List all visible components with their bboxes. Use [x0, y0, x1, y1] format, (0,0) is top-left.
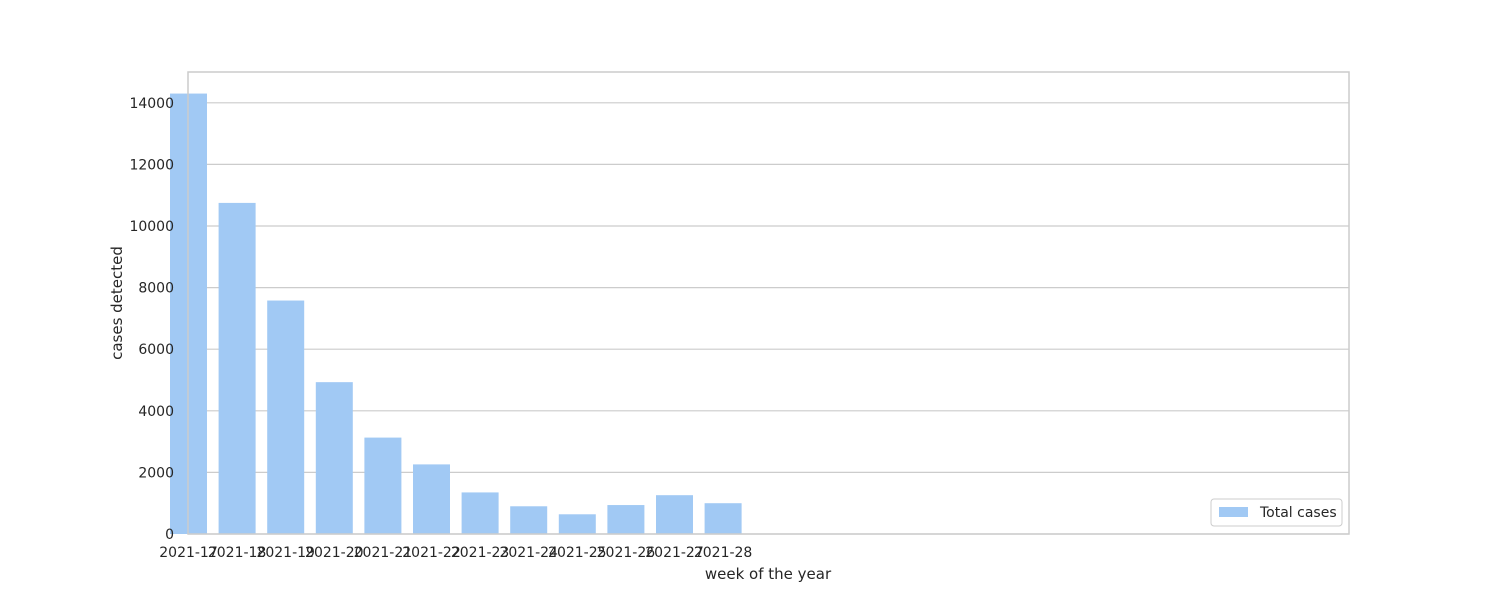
- legend: Total cases: [1210, 498, 1343, 527]
- bar: [558, 514, 596, 534]
- y-tick-label: 2000: [138, 465, 174, 481]
- x-tick-label: 2021-26: [597, 545, 656, 561]
- legend-box: [1210, 498, 1343, 527]
- x-tick-label: 2021-19: [256, 545, 315, 561]
- x-tick-label: 2021-28: [694, 545, 753, 561]
- x-axis-ticks: 2021-172021-182021-192021-202021-212021-…: [159, 545, 752, 561]
- bars: [170, 93, 742, 534]
- bar: [218, 202, 256, 534]
- x-tick-label: 2021-18: [208, 545, 267, 561]
- bar: [510, 506, 548, 534]
- bar: [704, 503, 742, 534]
- x-tick-label: 2021-22: [402, 545, 461, 561]
- x-tick-label: 2021-20: [305, 545, 364, 561]
- legend-label: Total cases: [1259, 505, 1337, 521]
- y-tick-label: 12000: [129, 157, 174, 173]
- x-tick-label: 2021-21: [354, 545, 413, 561]
- bar: [461, 492, 499, 534]
- bar: [315, 382, 353, 534]
- bar: [607, 505, 645, 534]
- bar: [413, 464, 450, 534]
- y-axis-ticks: 0 2000 4000 6000 8000 10000 12000 14000: [129, 96, 174, 543]
- bar: [267, 300, 305, 534]
- x-tick-label: 2021-25: [548, 545, 607, 561]
- y-tick-label: 10000: [129, 219, 174, 235]
- x-tick-label: 2021-17: [159, 545, 218, 561]
- x-tick-label: 2021-23: [451, 545, 510, 561]
- bar: [364, 437, 402, 534]
- gridlines: [188, 102, 1349, 535]
- x-axis-label: week of the year: [705, 565, 832, 583]
- plot-frame: [187, 71, 1350, 535]
- y-axis-label: cases detected: [108, 246, 126, 360]
- axes-frame: [187, 71, 1350, 535]
- y-tick-label: 0: [165, 527, 174, 543]
- x-tick-label: 2021-24: [499, 545, 558, 561]
- legend-swatch: [1219, 507, 1248, 517]
- y-tick-label: 6000: [138, 342, 174, 358]
- bar: [656, 495, 693, 534]
- y-tick-label: 8000: [138, 281, 174, 297]
- y-tick-label: 4000: [138, 404, 174, 420]
- x-tick-label: 2021-27: [645, 545, 704, 561]
- y-tick-label: 14000: [129, 96, 174, 112]
